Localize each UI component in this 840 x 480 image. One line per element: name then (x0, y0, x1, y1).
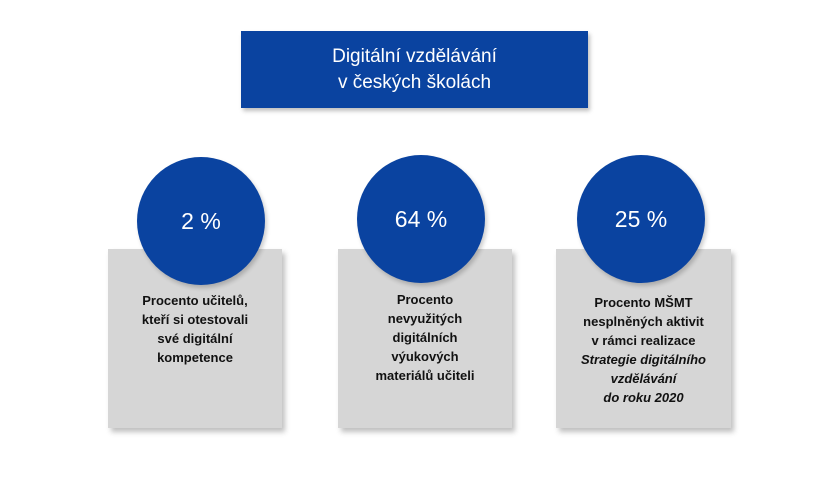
stat-description: Procento nevyužitých digitálních výukový… (338, 290, 512, 385)
stat-description-line: své digitální (157, 331, 233, 346)
stat-description-line-italic: vzdělávání (610, 371, 677, 386)
title-line-1: Digitální vzdělávání (332, 45, 497, 67)
stat-circle-teachers: 2 % (137, 157, 265, 285)
stat-description-line: v rámci realizace (591, 333, 696, 348)
stat-description-line: nesplněných aktivit (583, 314, 704, 329)
stat-description-line-italic: do roku 2020 (603, 390, 684, 405)
stat-description-line: Procento učitelů, (142, 293, 248, 308)
stat-description-line: Procento MŠMT (594, 295, 693, 310)
stat-description-line: materiálů učiteli (375, 368, 475, 383)
stat-description: Procento MŠMT nesplněných aktivit v rámc… (556, 293, 731, 407)
stat-card-materials: Procento nevyužitých digitálních výukový… (338, 249, 512, 428)
title-banner: Digitální vzdělávání v českých školách (241, 31, 588, 108)
stat-card-msmt: Procento MŠMT nesplněných aktivit v rámc… (556, 249, 731, 428)
title-line-2: v českých školách (337, 71, 492, 93)
stat-description-line: Procento (396, 292, 454, 307)
stat-value: 25 % (614, 205, 668, 232)
stat-circle-msmt: 25 % (577, 155, 705, 283)
stat-value: 64 % (394, 205, 448, 232)
stat-circle-materials: 64 % (357, 155, 485, 283)
stat-value: 2 % (181, 207, 221, 234)
stat-description-line: výukových (391, 349, 459, 364)
stat-description-line: digitálních (392, 330, 458, 345)
stat-description-line: kteří si otestovali (141, 312, 249, 327)
stat-description-line: nevyužitých (387, 311, 463, 326)
stat-description-line: kompetence (157, 350, 233, 365)
stat-description: Procento učitelů, kteří si otestovali sv… (108, 291, 282, 367)
stat-description-line-italic: Strategie digitálního (581, 352, 706, 367)
